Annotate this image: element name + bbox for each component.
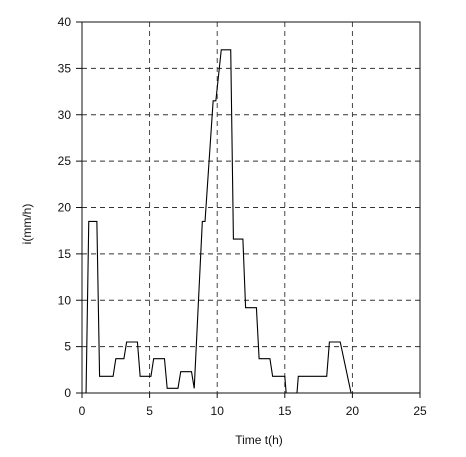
y-tick-label: 20 — [58, 201, 72, 215]
y-tick-label: 25 — [58, 154, 72, 168]
plot-border — [81, 21, 421, 394]
x-tick-label: 15 — [278, 404, 292, 418]
y-tick-label: 5 — [64, 340, 71, 354]
y-tick-label: 30 — [58, 108, 72, 122]
x-tick-label: 5 — [146, 404, 153, 418]
x-tick-label: 20 — [346, 404, 360, 418]
y-tick-label: 35 — [58, 61, 72, 75]
x-tick-label: 25 — [413, 404, 427, 418]
x-axis-title: Time t(h) — [235, 433, 283, 447]
plot-frame — [81, 21, 421, 394]
grid-layer — [82, 22, 420, 393]
series-layer — [85, 49, 420, 394]
rainfall-intensity-line — [85, 49, 420, 394]
y-tick-label: 15 — [58, 247, 72, 261]
tick-layer: 0 5 10 15 20 25 0 5 10 15 20 25 30 35 40 — [58, 15, 427, 418]
x-tick-label: 0 — [79, 404, 86, 418]
y-tick-label: 10 — [58, 293, 72, 307]
y-tick-label: 40 — [58, 15, 72, 29]
y-tick-label: 0 — [64, 386, 71, 400]
x-tick-label: 10 — [211, 404, 225, 418]
y-axis-title: i(mm/h) — [20, 204, 34, 245]
